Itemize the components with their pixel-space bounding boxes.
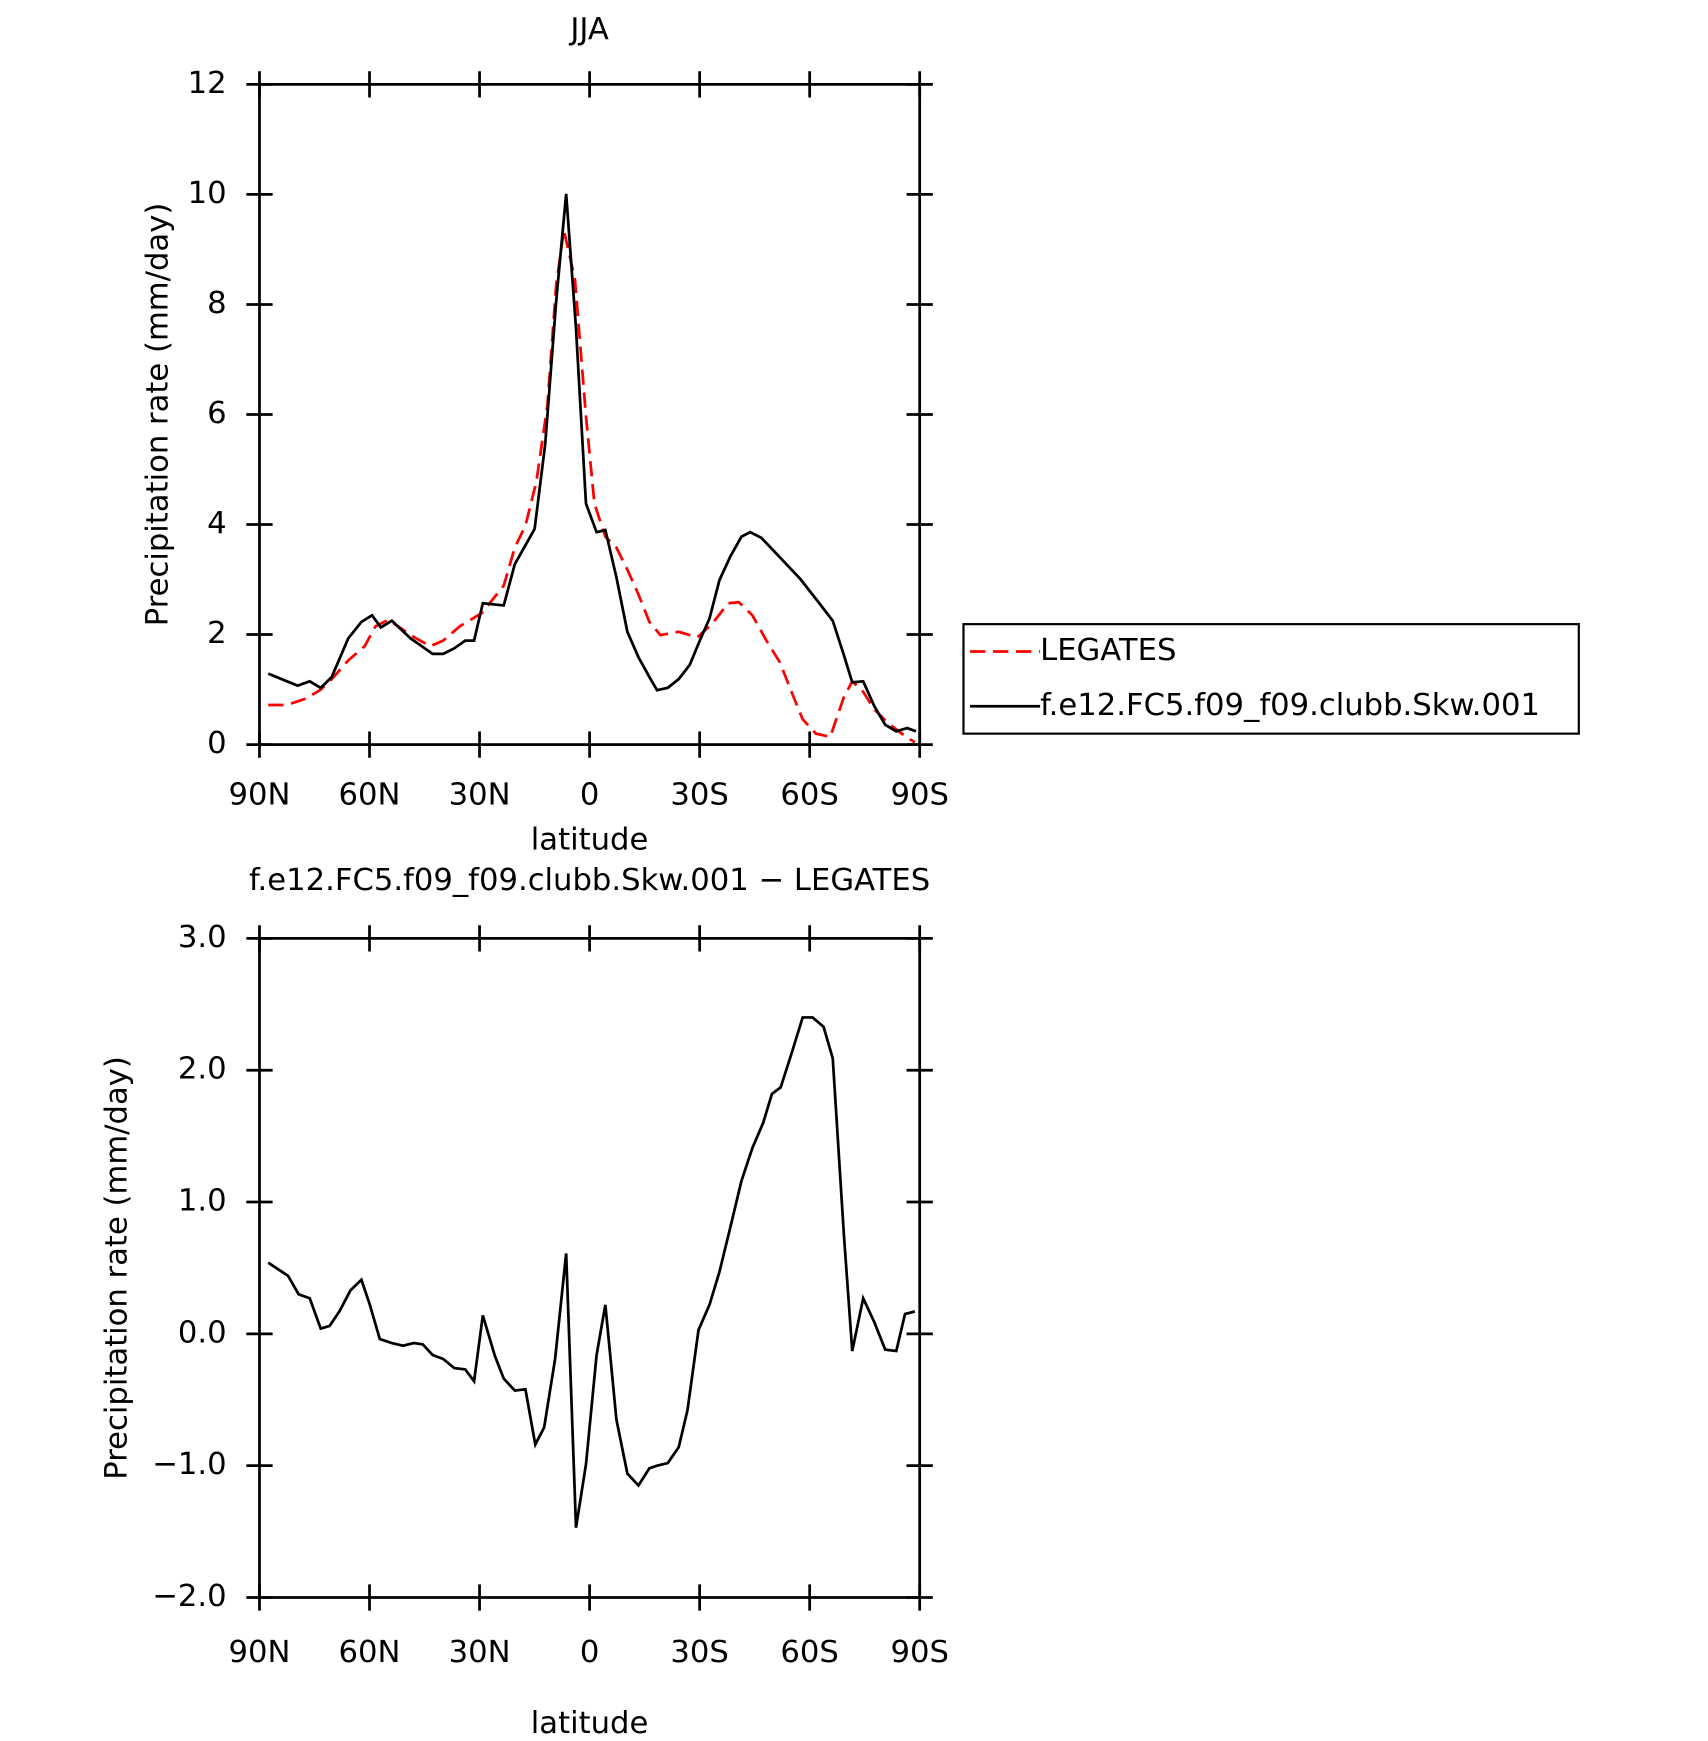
x-tick-label: 0 xyxy=(580,1635,600,1670)
y-tick-label: −2.0 xyxy=(152,1579,226,1614)
y-tick-label: 2.0 xyxy=(178,1052,227,1087)
y-tick-label: 0 xyxy=(207,726,227,761)
x-tick-label: 90S xyxy=(890,1635,948,1670)
legend-label: LEGATES xyxy=(1040,633,1176,668)
y-tick-label: 1.0 xyxy=(178,1184,227,1219)
x-tick-label: 0 xyxy=(580,778,600,813)
plot-frame xyxy=(258,937,922,1599)
x-tick-label: 90N xyxy=(229,778,291,813)
x-tick-label: 60N xyxy=(339,1635,401,1670)
x-axis-label: latitude xyxy=(531,1706,649,1741)
y-tick-label: 3.0 xyxy=(178,920,227,955)
y-tick-label: −1.0 xyxy=(152,1447,226,1482)
legend-box xyxy=(962,623,1580,735)
x-tick-label: 60S xyxy=(780,778,838,813)
y-axis-label: Precipitation rate (mm/day) xyxy=(100,1056,135,1480)
x-tick-label: 30S xyxy=(670,1635,728,1670)
y-tick-label: 10 xyxy=(188,176,227,211)
x-tick-label: 90S xyxy=(890,778,948,813)
x-tick-label: 30N xyxy=(449,1635,511,1670)
x-tick-label: 60S xyxy=(780,1635,838,1670)
data-line xyxy=(267,193,917,733)
y-tick-label: 0.0 xyxy=(178,1315,227,1350)
x-tick-label: 30S xyxy=(670,778,728,813)
y-tick-label: 12 xyxy=(188,66,227,101)
data-line xyxy=(267,1016,916,1528)
x-tick-label: 90N xyxy=(229,1635,291,1670)
y-tick-label: 4 xyxy=(207,506,227,541)
plot-frame xyxy=(258,83,922,746)
x-axis-label: latitude xyxy=(531,822,649,857)
chart-title: JJA xyxy=(568,12,609,47)
y-axis-label: Precipitation rate (mm/day) xyxy=(140,203,175,627)
x-tick-label: 30N xyxy=(449,778,511,813)
y-tick-label: 8 xyxy=(207,286,227,321)
data-line xyxy=(268,229,916,744)
chart-title: f.e12.FC5.f09_f09.clubb.Skw.001 − LEGATE… xyxy=(249,863,930,898)
x-tick-label: 60N xyxy=(339,778,401,813)
y-tick-label: 2 xyxy=(207,616,227,651)
legend-label: f.e12.FC5.f09_f09.clubb.Skw.001 xyxy=(1040,688,1540,723)
y-tick-label: 6 xyxy=(207,396,227,431)
